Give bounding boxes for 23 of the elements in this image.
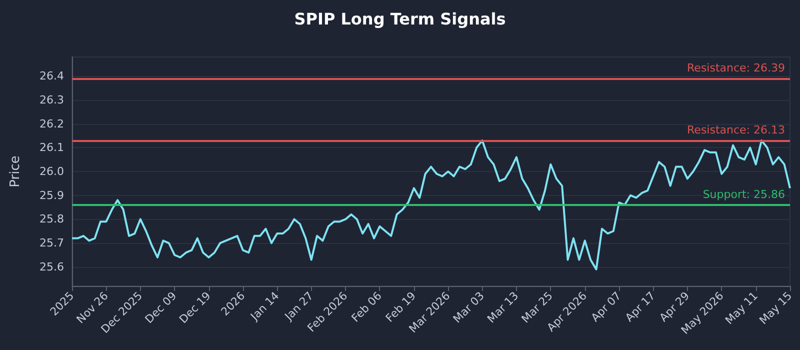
y-tick-label: 25.9 — [40, 188, 64, 202]
ref-line-label: Resistance: 26.39 — [687, 61, 785, 74]
x-tick-label: Dec 19 — [176, 289, 214, 326]
y-tick-label: 25.7 — [40, 236, 64, 250]
ref-line-label: Resistance: 26.13 — [687, 123, 785, 136]
x-tick-label: Feb 06 — [349, 289, 384, 325]
y-axis-title: Price — [8, 156, 23, 188]
x-tick-label: Apr 17 — [622, 289, 658, 324]
x-tick-label: Jan 14 — [248, 289, 282, 324]
y-tick-label: 26.3 — [40, 93, 64, 106]
chart-title: SPIP Long Term Signals — [294, 10, 506, 28]
y-tick-label: 26.4 — [40, 70, 64, 83]
y-tick-label: 26.1 — [40, 141, 64, 154]
y-tick-label: 25.6 — [40, 260, 64, 274]
y-tick-label: 25.8 — [40, 212, 64, 226]
line-series — [71, 139, 791, 270]
x-tick-label: Mar 03 — [450, 289, 487, 326]
x-tick-label: Mar 13 — [484, 289, 522, 326]
x-tick-label: Dec 09 — [142, 289, 180, 326]
y-tick-label: 26.2 — [40, 117, 64, 130]
ref-line-label: Support: 25.86 — [702, 188, 785, 201]
y-tick-label: 26.0 — [40, 165, 64, 178]
x-tick-label: Apr 07 — [588, 289, 624, 324]
